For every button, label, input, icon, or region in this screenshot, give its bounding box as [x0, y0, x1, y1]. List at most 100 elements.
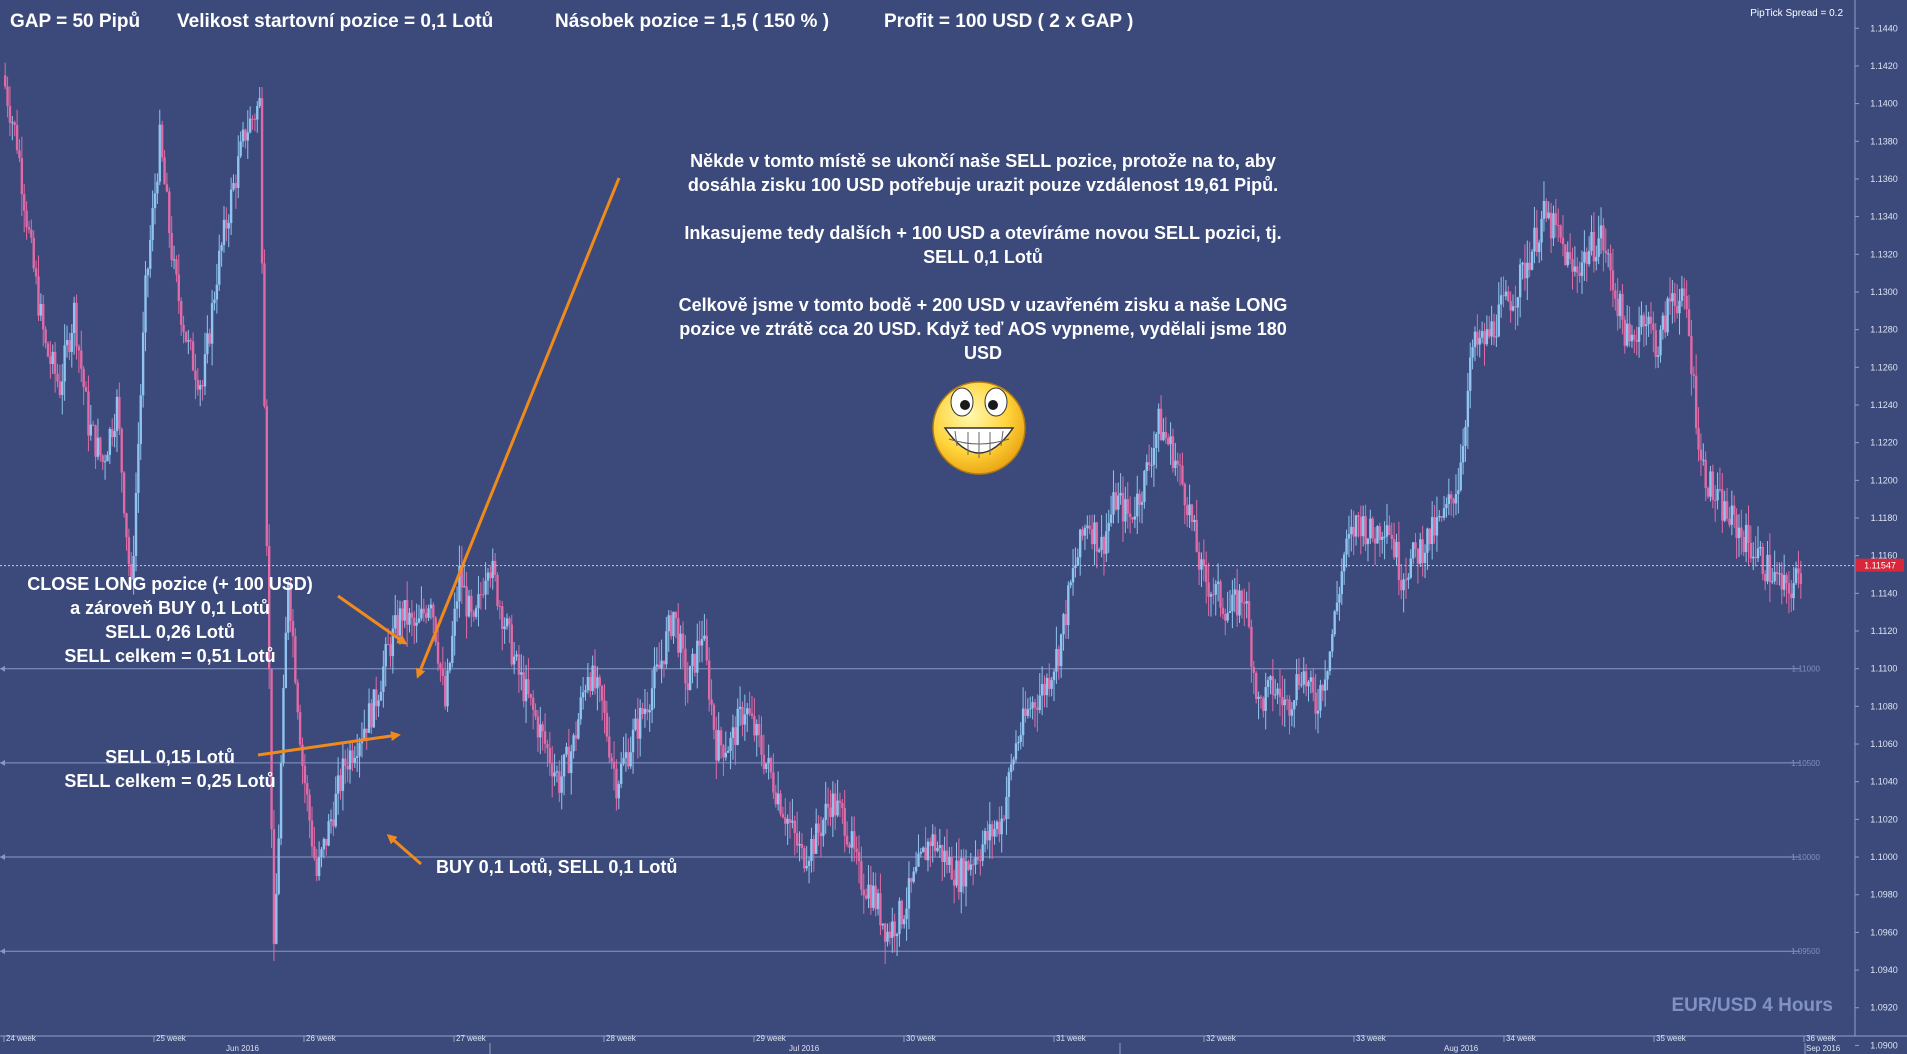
candle-body: [1778, 573, 1781, 575]
candle-body: [905, 908, 908, 920]
candle-body: [988, 824, 992, 841]
candle-body: [289, 583, 292, 621]
candle-body: [1630, 334, 1634, 342]
candle-body: [1373, 538, 1377, 544]
candle-body: [391, 628, 395, 657]
candle-body: [1790, 593, 1793, 599]
candle-body: [429, 604, 433, 609]
candle-body: [291, 620, 295, 637]
candle-body: [1166, 438, 1170, 445]
candle-body: [786, 818, 789, 824]
candle-body: [793, 820, 796, 834]
candle-body: [287, 583, 290, 633]
y-tick-label: 1.1340: [1870, 212, 1898, 222]
candle-body: [1238, 590, 1241, 616]
candle-body: [1266, 680, 1270, 688]
candle-body: [1547, 212, 1550, 219]
candle-body: [1098, 549, 1101, 552]
candle-body: [1602, 225, 1605, 251]
candle-body: [1476, 331, 1479, 345]
candle-body: [948, 856, 951, 865]
current-price-badge: 1.11547: [1856, 558, 1904, 572]
candle-body: [729, 737, 732, 751]
candle-body: [1713, 499, 1717, 501]
candle-body: [130, 564, 133, 580]
candle-body: [807, 860, 811, 866]
candle-body: [1730, 505, 1734, 525]
candle-body: [1026, 709, 1030, 716]
candle-body: [1683, 288, 1686, 296]
candle-body: [1504, 291, 1508, 297]
candle-body: [1252, 666, 1256, 673]
candle-body: [1038, 695, 1041, 710]
candle-body: [1595, 256, 1598, 262]
candle-body: [427, 608, 430, 618]
candle-body: [731, 727, 735, 738]
candle-body: [80, 350, 83, 369]
y-tick-label: 1.1120: [1871, 626, 1898, 636]
y-tick-label: 1.1240: [1870, 400, 1898, 410]
candle-body: [472, 611, 475, 617]
candle-body: [322, 838, 326, 850]
candle-body: [636, 718, 640, 739]
candle-body: [182, 324, 185, 332]
annotation-line: dosáhla zisku 100 USD potřebuje urazit p…: [688, 175, 1278, 195]
candle-body: [1668, 298, 1672, 302]
candle-body: [455, 601, 459, 609]
candle-body: [68, 340, 71, 353]
candle-body: [1545, 201, 1548, 219]
candle-body: [784, 817, 787, 824]
candle-body: [403, 600, 406, 621]
candle-body: [1283, 699, 1286, 706]
y-tick-label: 1.1300: [1870, 287, 1898, 297]
y-tick-label: 1.0940: [1870, 965, 1898, 975]
candle-body: [829, 807, 832, 817]
candle-body: [722, 745, 725, 758]
candle-body: [18, 150, 21, 159]
candle-body: [1675, 305, 1679, 314]
candle-body: [1188, 504, 1191, 516]
candle-body: [1716, 489, 1719, 501]
candle-body: [1687, 309, 1691, 336]
candle-body: [672, 611, 675, 637]
gap-level-marker: [0, 948, 5, 955]
candle-body: [303, 765, 307, 784]
candle-body: [1440, 516, 1443, 518]
candle-body: [372, 689, 376, 728]
candle-body: [1794, 568, 1798, 584]
header-start-size: Velikost startovní pozice = 0,1 Lotů: [177, 11, 493, 32]
candle-body: [1518, 264, 1522, 298]
candle-body: [1136, 493, 1139, 517]
candle-body: [1552, 213, 1555, 239]
candle-body: [210, 303, 214, 344]
candle-body: [334, 793, 337, 827]
candle-body: [63, 345, 66, 382]
candle-body: [151, 208, 154, 240]
candle-body: [605, 712, 609, 737]
candle-body: [1052, 671, 1056, 681]
candle-body: [886, 931, 889, 942]
candle-body: [1342, 554, 1346, 572]
candle-body: [179, 301, 183, 325]
candle-body: [726, 750, 730, 753]
candle-body: [955, 860, 958, 886]
candle-body: [1055, 648, 1058, 672]
candle-body: [1257, 696, 1260, 699]
candle-body: [1119, 492, 1122, 496]
candle-body: [1048, 677, 1051, 689]
candle-body: [218, 250, 221, 285]
gap-level-marker: [0, 854, 5, 861]
candle-body: [1592, 232, 1596, 262]
candle-body: [1304, 671, 1308, 687]
candle-body: [712, 704, 716, 730]
x-week-label: 24 week: [6, 1034, 37, 1043]
candle-body: [165, 184, 169, 192]
y-tick-label: 1.1140: [1871, 588, 1898, 598]
candle-body: [719, 730, 723, 746]
candle-body: [329, 819, 333, 822]
arrow-close-long: [337, 594, 408, 645]
candle-body: [253, 118, 257, 120]
candle-body: [415, 622, 418, 626]
candle-body: [1002, 818, 1006, 820]
candle-body: [541, 724, 544, 732]
